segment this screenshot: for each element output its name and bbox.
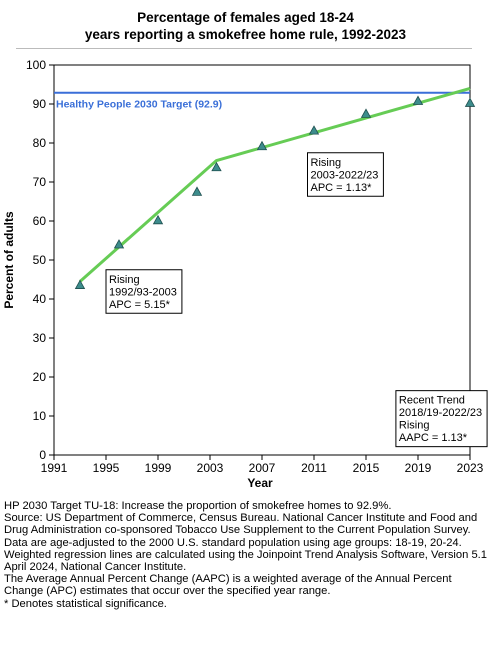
data-point [308,125,320,135]
trend-line [79,86,471,283]
y-tick-label: 90 [33,97,47,111]
x-tick-label: 2011 [301,461,327,475]
x-tick-label: 2015 [353,461,380,475]
chart-title-line-1: Percentage of females aged 18-24 [137,10,354,25]
annotation-text: 2003-2022/23 [311,169,379,181]
x-tick-label: 2019 [405,461,432,475]
y-tick-label: 20 [33,370,47,384]
points-group [74,95,476,289]
annotation-frame [105,269,183,314]
footnote: The Average Annual Percent Change (AAPC)… [4,573,452,598]
footnote: HP 2030 Target TU-18: Increase the propo… [4,500,392,512]
y-tick-label: 40 [33,292,47,306]
y-tick-label: 30 [33,331,47,345]
annotation-text: Recent Trend [399,395,465,407]
footnotes: HP 2030 Target TU-18: Increase the propo… [4,500,488,610]
y-tick-label: 70 [33,175,47,189]
annotation-text: 1992/93-2003 [109,286,177,298]
data-point [113,239,125,249]
annotation-text: Rising [109,274,140,286]
x-tick-label: 2003 [197,461,224,475]
footnote: Source: US Department of Commerce, Censu… [4,512,478,537]
footnote: Data are age-adjusted to the 2000 U.S. s… [4,536,462,549]
target-label: Healthy People 2030 Target (92.9) [56,99,222,111]
x-axis-label: Year [247,476,273,490]
annotation-text: APC = 5.15* [109,299,171,311]
data-point [464,97,476,107]
y-tick-label: 10 [33,409,47,423]
y-axis-label: Percent of adults [2,211,16,309]
annotation-text: Rising [311,157,342,169]
x-tick-label: 1995 [93,461,120,475]
footnote: Weighted regression lines are calculated… [4,548,487,574]
annotation-text: 2018/19-2022/23 [399,407,482,419]
data-point [152,214,164,225]
y-tick-label: 0 [39,448,46,462]
target-group: Healthy People 2030 Target (92.9) [54,91,470,111]
x-tick-label: 2007 [249,461,276,475]
y-tick-label: 60 [33,214,47,228]
y-tick-label: 100 [26,58,46,72]
x-tick-label: 1991 [41,461,68,475]
annotation-text: APC = 1.13* [311,182,373,194]
annotation-text: AAPC = 1.13* [399,432,468,444]
annotation-frame [307,152,384,197]
data-point [74,279,86,289]
chart: Healthy People 2030 Target (92.9) Rising… [2,58,488,490]
plot-area [53,64,471,456]
data-point [191,186,203,196]
data-point [256,140,268,151]
y-tick-label: 80 [33,136,47,150]
trend-group [79,86,471,283]
axes-group: 0 10 20 30 40 50 60 70 80 90 100 1991 1995 1999 2003 20… [26,58,484,475]
chart-title-line-2: years reporting a smokefree home rule, 1… [84,27,407,42]
data-point [412,95,424,105]
chart-title: Percentage of females aged 18-24 years r… [0,9,491,43]
title-divider [16,48,472,49]
x-tick-label: 1999 [145,461,172,475]
data-point [360,108,372,118]
y-tick-label: 50 [33,253,47,267]
footnote: * Denotes statistical significance. [4,597,167,610]
x-tick-label: 2023 [457,461,484,475]
annotation-frame [395,390,488,448]
data-point [211,161,222,172]
annotation-text: Rising [399,420,430,432]
